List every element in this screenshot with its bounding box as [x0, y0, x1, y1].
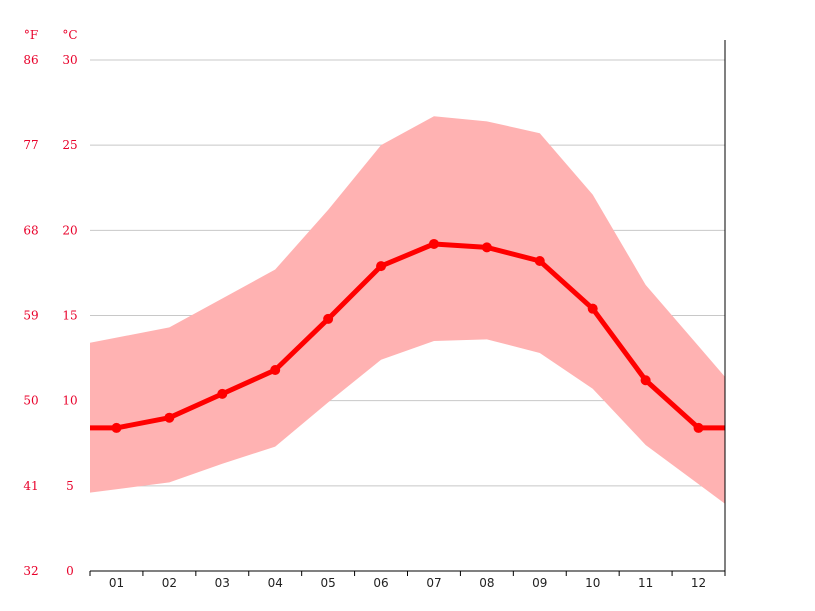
fahrenheit-unit-label: °F — [24, 28, 38, 42]
celsius-tick-label: 0 — [66, 564, 74, 578]
fahrenheit-tick-label: 77 — [23, 138, 38, 152]
mean-point — [640, 375, 651, 386]
mean-point — [534, 255, 545, 266]
celsius-tick-label: 15 — [62, 309, 77, 323]
axes — [89, 40, 726, 576]
month-label: 02 — [162, 576, 177, 590]
month-label: 07 — [426, 576, 441, 590]
mean-temperature-line — [90, 241, 725, 431]
fahrenheit-tick-labels: 32 41 50 59 68 77 86 — [23, 53, 38, 578]
mean-point — [376, 261, 387, 272]
fahrenheit-tick-label: 68 — [23, 223, 38, 237]
celsius-unit-label: °C — [62, 28, 77, 42]
fahrenheit-tick-label: 59 — [23, 309, 38, 323]
celsius-tick-label: 5 — [66, 479, 74, 493]
mean-point — [587, 303, 598, 314]
month-label: 12 — [691, 576, 706, 590]
fahrenheit-tick-label: 86 — [23, 53, 38, 67]
month-label: 05 — [320, 576, 335, 590]
mean-temperature-points — [111, 238, 704, 433]
celsius-tick-labels: 0 5 10 15 20 25 30 — [62, 53, 77, 578]
month-label: 01 — [109, 576, 124, 590]
month-label: 03 — [215, 576, 230, 590]
month-label: 06 — [373, 576, 388, 590]
month-tick-labels: 01 02 03 04 05 06 07 08 09 10 11 12 — [109, 576, 706, 590]
celsius-tick-label: 30 — [62, 53, 77, 67]
mean-point — [693, 422, 704, 433]
month-label: 11 — [638, 576, 653, 590]
month-label: 08 — [479, 576, 494, 590]
celsius-tick-label: 25 — [62, 138, 77, 152]
celsius-tick-label: 10 — [62, 394, 77, 408]
mean-point — [164, 412, 175, 423]
temperature-range-area — [90, 116, 725, 504]
celsius-tick-label: 20 — [62, 223, 77, 237]
month-label: 04 — [268, 576, 283, 590]
month-label: 09 — [532, 576, 547, 590]
mean-point — [270, 365, 281, 376]
mean-point — [323, 313, 334, 324]
mean-point — [481, 242, 492, 253]
mean-point — [111, 422, 122, 433]
mean-point — [217, 388, 228, 399]
fahrenheit-tick-label: 50 — [23, 394, 38, 408]
mean-point — [428, 238, 439, 249]
month-label: 10 — [585, 576, 600, 590]
fahrenheit-tick-label: 41 — [23, 479, 38, 493]
fahrenheit-tick-label: 32 — [23, 564, 38, 578]
